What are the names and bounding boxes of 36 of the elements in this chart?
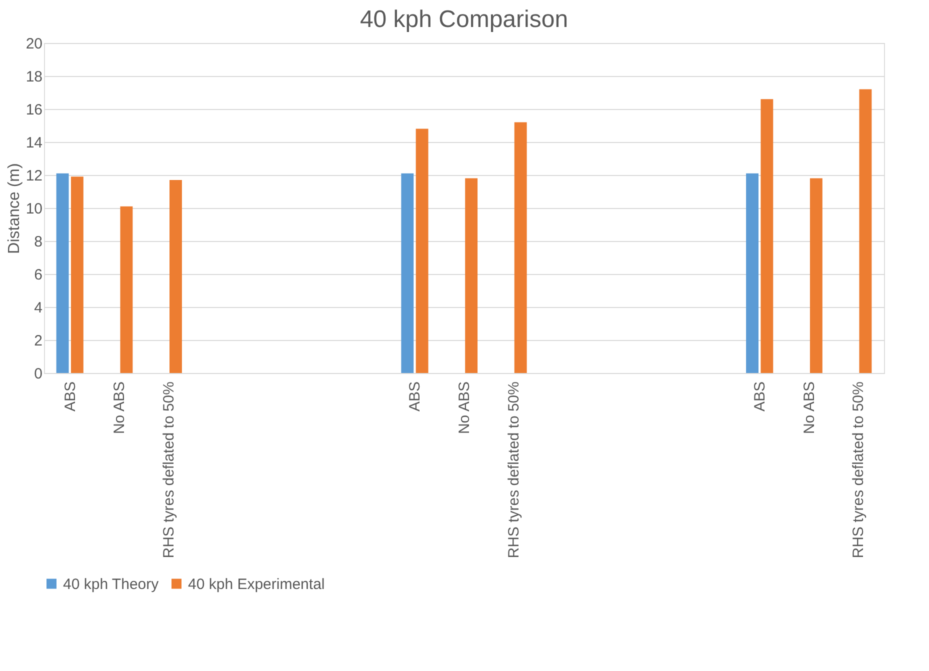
x-tick-label: ABS bbox=[752, 382, 769, 412]
x-tick-label: ABS bbox=[406, 382, 424, 412]
y-tick-label: 20 bbox=[26, 36, 42, 52]
x-tick-label: No ABS bbox=[800, 382, 818, 434]
bar bbox=[70, 176, 84, 373]
bar bbox=[401, 173, 414, 373]
bar bbox=[120, 206, 133, 373]
bar bbox=[746, 173, 759, 373]
x-tick-label: ABS bbox=[62, 382, 79, 412]
y-tick-label: 2 bbox=[34, 332, 42, 350]
bar bbox=[56, 173, 69, 373]
y-tick-label: 6 bbox=[34, 266, 42, 284]
x-tick-label: No ABS bbox=[456, 382, 473, 434]
y-tick-label: 16 bbox=[26, 102, 42, 118]
bar bbox=[465, 178, 478, 373]
x-tick-label: RHS tyres deflated to 50% bbox=[505, 382, 522, 558]
y-tick-label: 18 bbox=[26, 68, 42, 86]
y-tick-label: 8 bbox=[34, 234, 42, 250]
bar bbox=[169, 180, 182, 373]
bar bbox=[810, 178, 822, 373]
y-axis-title: Distance (m) bbox=[6, 163, 23, 254]
bar bbox=[859, 89, 872, 373]
y-tick-label: 0 bbox=[34, 366, 42, 382]
bar bbox=[760, 99, 774, 373]
bar bbox=[416, 128, 428, 373]
y-tick-label: 4 bbox=[34, 300, 42, 316]
y-tick-label: 12 bbox=[26, 168, 42, 184]
x-tick-label: RHS tyres deflated to 50% bbox=[160, 382, 178, 558]
bar bbox=[514, 122, 527, 373]
legend-label: 40 kph Theory bbox=[63, 576, 160, 593]
chart-title: 40 kph Comparison bbox=[360, 6, 568, 33]
y-tick-label: 10 bbox=[26, 200, 42, 218]
x-tick-label: No ABS bbox=[111, 382, 128, 434]
x-tick-label: RHS tyres deflated to 50% bbox=[850, 382, 868, 558]
legend-label: 40 kph Experimental bbox=[188, 576, 325, 593]
y-tick-label: 14 bbox=[26, 134, 42, 152]
